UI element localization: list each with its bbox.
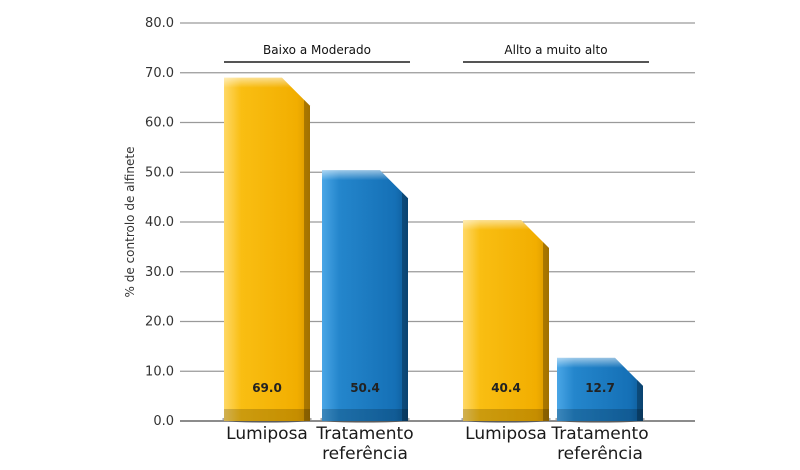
- data-label: 12.7: [585, 381, 615, 395]
- bar: [224, 77, 310, 421]
- y-tick-label: 50.0: [145, 165, 174, 180]
- y-tick-label: 80.0: [145, 16, 174, 31]
- bar: [322, 170, 408, 421]
- category-label: referência: [557, 444, 643, 464]
- bar-base: [322, 409, 408, 421]
- bar-base: [557, 409, 643, 421]
- bar-highlight: [224, 77, 292, 88]
- y-tick-label: 10.0: [145, 364, 174, 379]
- bars: 69.0 50.4 40.4 12.7: [222, 77, 645, 423]
- bar-highlight: [557, 357, 625, 368]
- category-label: Tratamento: [315, 424, 413, 444]
- y-tick-label: 0.0: [153, 414, 174, 429]
- category-label: Lumiposa: [226, 424, 308, 444]
- data-label: 40.4: [491, 381, 521, 395]
- y-tick-label: 40.0: [145, 215, 174, 230]
- y-axis: 0.0 10.0 20.0 30.0 40.0 50.0 60.0 70.0 80.0 % de …: [123, 16, 174, 429]
- y-axis-title: % de controlo de alfinete: [123, 147, 137, 298]
- data-label: 69.0: [252, 381, 282, 395]
- category-label: Tratamento: [550, 424, 648, 444]
- bar-base: [463, 409, 549, 421]
- bar-edge: [543, 242, 549, 421]
- bar-highlight: [322, 170, 390, 181]
- group-header-label: Allto a muito alto: [504, 43, 607, 57]
- group-header-label: Baixo a Moderado: [263, 43, 371, 57]
- y-tick-label: 60.0: [145, 116, 174, 131]
- group-headers: Baixo a Moderado Allto a muito alto: [224, 43, 649, 63]
- bar-edge: [402, 192, 408, 421]
- bar-edge: [304, 99, 310, 421]
- bar: [557, 357, 643, 421]
- y-tick-label: 20.0: [145, 315, 174, 330]
- y-tick-label: 70.0: [145, 66, 174, 81]
- bar-base: [224, 409, 310, 421]
- bar: [463, 220, 549, 421]
- category-label: Lumiposa: [465, 424, 547, 444]
- bar-edge: [637, 379, 643, 421]
- y-tick-label: 30.0: [145, 265, 174, 280]
- data-label: 50.4: [350, 381, 380, 395]
- category-label: referência: [322, 444, 408, 464]
- bar-highlight: [463, 220, 531, 231]
